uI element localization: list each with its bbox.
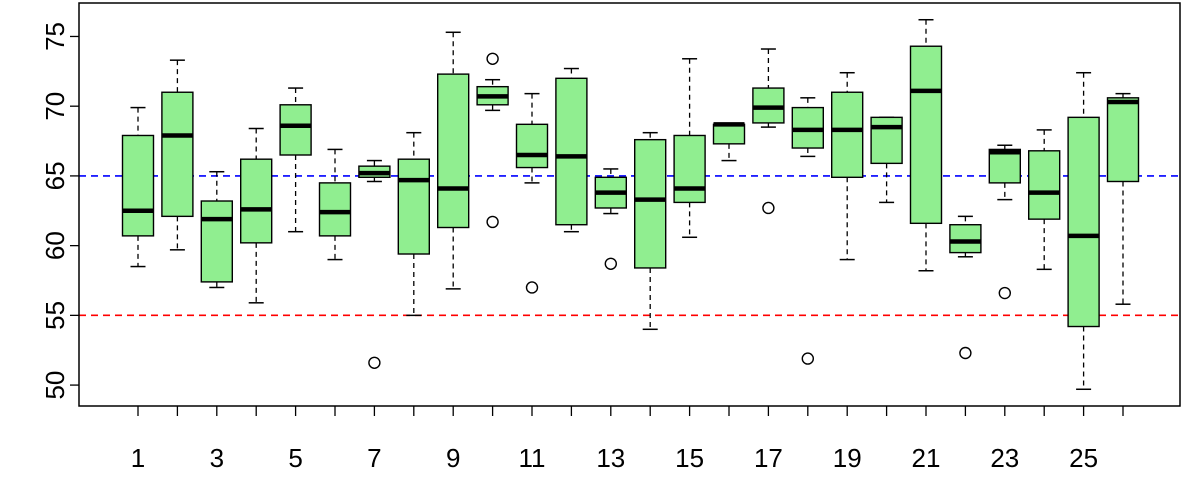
x-tick-label-1: 1 [131,443,145,473]
y-tick-label-50: 50 [40,371,70,400]
box-9 [437,31,470,290]
box-rect [397,158,430,255]
outlier-point [486,215,499,229]
box-rect [200,200,234,283]
box-25 [1067,71,1100,391]
x-tick-label-25: 25 [1069,443,1098,473]
x-tick-label-11: 11 [519,443,546,473]
box-rect [515,123,549,169]
box-20 [870,116,903,204]
y-tick-label-55: 55 [40,301,70,330]
box-3 [200,170,234,289]
box-rect [555,77,588,226]
x-tick-label-7: 7 [367,443,381,473]
y-tick-label-75: 75 [40,22,70,51]
y-tick-label-70: 70 [40,92,70,121]
box-16 [712,122,746,162]
x-tick-label-23: 23 [990,443,1019,473]
outlier-point [486,52,499,65]
box-rect [949,224,982,254]
x-tick-label-17: 17 [754,443,783,473]
box-15 [673,58,706,239]
box-rect [161,91,194,218]
box-13 [594,168,627,270]
x-tick-label-9: 9 [446,443,460,473]
box-rect [239,158,273,244]
box-2 [161,59,194,251]
box-rect [673,134,706,204]
y-tick-label-65: 65 [40,161,70,190]
box-rect [1067,116,1100,328]
box-21 [909,18,943,272]
plot-frame [78,2,1181,407]
outlier-point [368,356,381,369]
box-6 [318,148,352,261]
x-tick-label-21: 21 [912,443,941,473]
outlier-point [762,201,775,215]
outlier-point [801,352,814,365]
outlier-point [604,257,617,270]
box-rect [831,91,864,179]
box-rect [121,134,155,237]
box-18 [791,97,824,365]
box-11 [515,92,549,294]
x-tick-label-13: 13 [596,443,625,473]
box-8 [397,131,430,317]
box-rect [712,123,746,145]
box-14 [634,131,667,331]
y-tick-label-60: 60 [40,231,70,260]
x-tick-label-3: 3 [210,443,224,473]
box-rect [279,104,312,156]
box-4 [239,127,273,304]
outlier-point [959,346,972,360]
box-19 [831,71,864,261]
box-rect [870,116,903,165]
x-tick-label-5: 5 [288,443,302,473]
x-tick-label-15: 15 [675,443,704,473]
box-1 [121,106,155,268]
box-5 [279,87,312,233]
box-10 [476,52,509,229]
box-22 [949,215,982,360]
box-7 [358,159,391,369]
plot-area [79,18,1180,391]
box-17 [752,48,785,215]
box-rect [1027,150,1061,220]
outlier-point [998,286,1011,300]
box-rect [1106,97,1140,183]
box-rect [318,182,352,237]
box-24 [1027,129,1061,271]
box-rect [988,148,1021,184]
box-rect [909,45,943,225]
box-12 [555,67,588,233]
x-tick-label-19: 19 [833,443,862,473]
outlier-point [525,281,539,294]
box-rect [437,73,470,229]
box-rect [634,138,667,269]
box-26 [1106,92,1140,305]
box-23 [988,144,1021,300]
